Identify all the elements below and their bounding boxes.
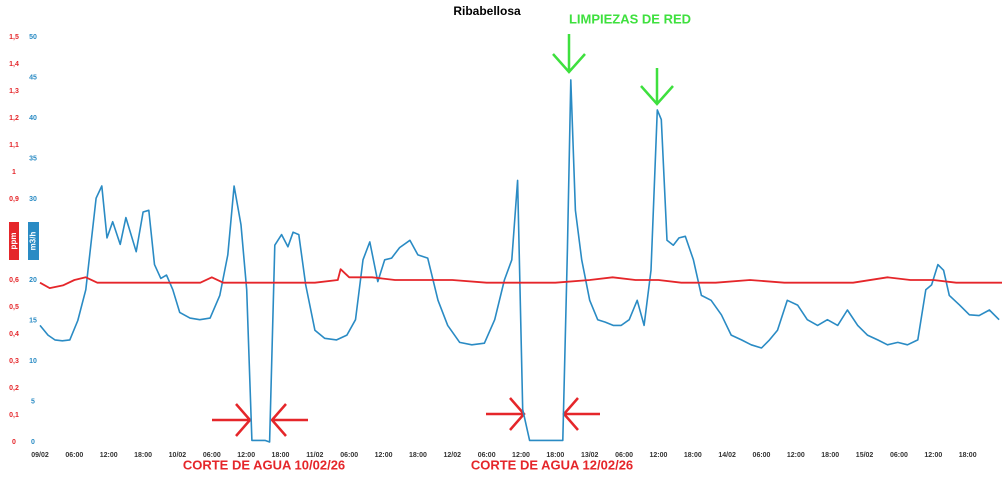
annotation: CORTE DE AGUA 12/02/26	[471, 457, 633, 472]
y2-tick-label: 0	[31, 439, 35, 446]
y-tick-label: 1,5	[9, 34, 19, 41]
x-tick-label: 06:00	[203, 452, 221, 459]
chart-title: Ribabellosa	[453, 4, 521, 18]
x-tick-label: 12:00	[512, 452, 530, 459]
x-tick-label: 06:00	[478, 452, 496, 459]
y-tick-label: 0,4	[9, 331, 19, 338]
y-tick-label: 0	[12, 439, 16, 446]
x-tick-label: 12:00	[375, 452, 393, 459]
x-tick-label: 18:00	[134, 452, 152, 459]
x-tick-label: 15/02	[856, 452, 874, 459]
x-tick-label: 13/02	[581, 452, 599, 459]
x-tick-label: 18:00	[546, 452, 564, 459]
y-tick-label: 0,3	[9, 358, 19, 365]
y-tick-label: 0,6	[9, 277, 19, 284]
y-axis-label: ppm	[9, 233, 18, 250]
annotation: CORTE DE AGUA 10/02/26	[183, 457, 345, 472]
y2-label-box	[28, 222, 39, 260]
x-tick-label: 12/02	[444, 452, 462, 459]
y-tick-label: 1	[12, 169, 16, 176]
x-tick-label: 18:00	[409, 452, 427, 459]
x-tick-label: 12:00	[787, 452, 805, 459]
series-line	[39, 268, 1002, 289]
x-tick-label: 12:00	[100, 452, 118, 459]
y-tick-label: 1,1	[9, 142, 19, 149]
y2-axis-label: m3/h	[29, 232, 38, 251]
x-tick-label: 06:00	[615, 452, 633, 459]
y2-tick-label: 35	[29, 155, 37, 162]
x-tick-label: 06:00	[890, 452, 908, 459]
y2-tick-label: 10	[29, 358, 37, 365]
x-tick-label: 18:00	[272, 452, 290, 459]
y-tick-label: 1,4	[9, 61, 19, 68]
y-tick-label: 1,3	[9, 88, 19, 95]
x-tick-label: 09/02	[31, 452, 49, 459]
y2-tick-label: 15	[29, 317, 37, 324]
y2-tick-label: 50	[29, 34, 37, 41]
y-tick-label: 0,5	[9, 304, 19, 311]
x-tick-label: 18:00	[959, 452, 977, 459]
y2-tick-label: 40	[29, 115, 37, 122]
x-tick-label: 18:00	[684, 452, 702, 459]
y2-tick-label: 45	[29, 74, 37, 81]
x-tick-label: 06:00	[340, 452, 358, 459]
x-tick-label: 06:00	[65, 452, 83, 459]
x-tick-label: 06:00	[753, 452, 771, 459]
y-tick-label: 0,1	[9, 412, 19, 419]
green-arrows	[552, 34, 674, 106]
y2-tick-label: 30	[29, 196, 37, 203]
annotation: LIMPIEZAS DE RED	[569, 11, 691, 26]
x-tick-label: 18:00	[821, 452, 839, 459]
y-tick-label: 0,9	[9, 196, 19, 203]
y-tick-label: 0,2	[9, 385, 19, 392]
x-tick-label: 12:00	[649, 452, 667, 459]
x-tick-label: 14/02	[718, 452, 736, 459]
x-tick-label: 12:00	[237, 452, 255, 459]
y-label-box	[9, 222, 19, 260]
series-line	[39, 79, 1000, 443]
y-tick-label: 1,2	[9, 115, 19, 122]
y2-tick-label: 20	[29, 277, 37, 284]
y2-tick-label: 5	[31, 398, 35, 405]
x-tick-label: 10/02	[169, 452, 187, 459]
x-tick-label: 11/02	[306, 452, 323, 459]
x-tick-label: 12:00	[924, 452, 942, 459]
